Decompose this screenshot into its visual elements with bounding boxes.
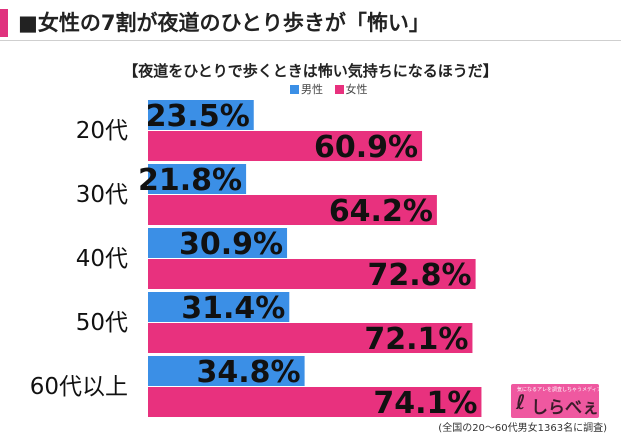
male-value-label: 31.4% — [181, 291, 285, 326]
category-label: 50代 — [76, 310, 128, 336]
male-bar — [148, 100, 254, 130]
male-bar — [148, 164, 247, 194]
male-bar — [148, 292, 290, 322]
category-label: 60代以上 — [30, 374, 128, 400]
logo-mark-icon: ℓ — [516, 390, 526, 414]
female-bar — [148, 387, 482, 417]
female-value-label: 72.8% — [368, 258, 472, 293]
male-bar — [148, 356, 305, 386]
male-value-label: 34.8% — [197, 355, 301, 390]
female-value-label: 60.9% — [314, 130, 418, 165]
female-value-label: 74.1% — [373, 386, 477, 421]
male-value-label: 23.5% — [146, 99, 250, 134]
legend-item-female: 女性 — [334, 83, 368, 96]
headline-divider — [0, 40, 621, 41]
shirabee-logo: 気になるアレを調査しちゃうメディア ℓ しらべぇ — [511, 384, 602, 418]
category-label: 20代 — [76, 118, 128, 144]
logo-tagline: 気になるアレを調査しちゃうメディア — [517, 387, 602, 393]
male-value-label: 30.9% — [179, 227, 283, 262]
female-bar — [148, 195, 437, 225]
logo-name: しらべぇ — [531, 398, 599, 418]
female-value-label: 64.2% — [329, 194, 433, 229]
legend-swatch-female — [334, 85, 344, 94]
category-label: 30代 — [76, 182, 128, 208]
category-label: 40代 — [76, 246, 128, 272]
legend-swatch-male — [290, 85, 299, 94]
legend-label-male: 男性 — [301, 83, 323, 96]
headline-text: ■女性の7割が夜道のひとり歩きが「怖い」 — [18, 11, 430, 35]
legend-item-male: 男性 — [290, 83, 327, 96]
survey-footnote: (全国の20～60代男女1363名に調査) — [438, 423, 607, 434]
male-value-label: 21.8% — [138, 163, 242, 198]
chart-title: 【夜道をひとりで歩くときは怖い気持ちになるほうだ】 — [123, 62, 498, 80]
female-bar — [148, 323, 473, 353]
headline-accent-bar — [0, 9, 8, 37]
female-bar — [148, 259, 476, 289]
male-bar — [148, 228, 288, 258]
legend-label-female: 女性 — [345, 83, 368, 96]
headline-banner: ■女性の7割が夜道のひとり歩きが「怖い」 — [0, 2, 621, 40]
chart-legend: 男性 女性 — [290, 81, 376, 97]
female-value-label: 72.1% — [364, 322, 468, 357]
female-bar — [148, 131, 423, 161]
